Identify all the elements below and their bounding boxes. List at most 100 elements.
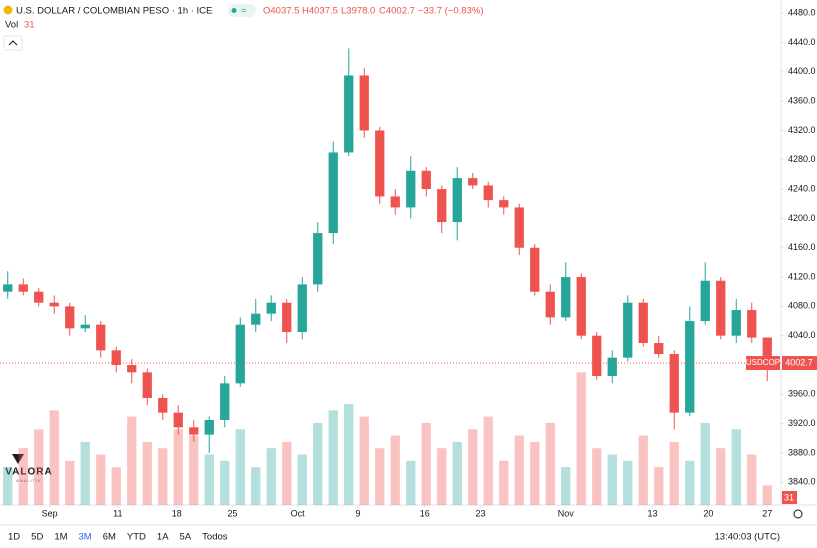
candle-body <box>514 207 524 248</box>
range-button[interactable]: 1A <box>157 532 169 543</box>
candle-body <box>65 306 75 329</box>
candle-body <box>204 419 214 435</box>
volume-bar <box>49 410 59 505</box>
range-button[interactable]: 3M <box>79 532 92 543</box>
status-dot <box>231 8 237 13</box>
candle-body <box>716 280 726 336</box>
ohlc-low: L3978.0 <box>341 6 375 17</box>
candle-body <box>390 196 400 208</box>
x-tick-label: 16 <box>420 508 430 518</box>
volume-bar <box>747 454 757 505</box>
volume-bar <box>127 416 137 505</box>
candle-body <box>607 357 617 377</box>
volume-label: Vol <box>5 20 18 31</box>
volume-bar <box>375 448 385 505</box>
candle-body <box>483 185 493 201</box>
symbol-tag-label: USDCOP <box>746 358 780 367</box>
logo-name: VALORA <box>5 467 52 478</box>
range-button[interactable]: 5D <box>31 532 43 543</box>
candle-body <box>576 277 586 336</box>
last-price-tag <box>782 356 817 371</box>
range-button[interactable]: 5A <box>180 532 192 543</box>
symbol-tag <box>746 356 780 371</box>
status-icon: ≈ <box>241 6 246 17</box>
y-tick-label: 3840.0 <box>788 477 816 487</box>
y-tick-label: 4200.0 <box>788 213 816 223</box>
volume-bar <box>576 372 586 505</box>
y-tick-label: 4480.0 <box>788 8 816 18</box>
candle-body <box>592 335 602 377</box>
candle-body <box>747 310 757 338</box>
range-button[interactable]: 6M <box>103 532 116 543</box>
candle-body <box>173 412 183 428</box>
x-tick-label: 27 <box>762 508 772 518</box>
clock: 13:40:03 (UTC) <box>715 532 780 543</box>
y-tick-label: 4040.0 <box>788 330 816 340</box>
candle-body <box>359 75 369 131</box>
candle-body <box>669 354 679 413</box>
candle-body <box>468 178 478 186</box>
volume-bar <box>111 467 121 505</box>
volume-bar <box>514 435 524 505</box>
y-tick-label: 4360.0 <box>788 96 816 106</box>
last-volume-label: 31 <box>784 492 794 502</box>
volume-bar <box>561 467 571 505</box>
x-tick-label: Nov <box>558 508 575 518</box>
volume-bar <box>530 441 540 505</box>
ohlc-open: O4037.5 <box>263 6 299 17</box>
volume-bar <box>592 448 602 505</box>
candle-body <box>189 427 199 435</box>
x-tick-label: Sep <box>42 508 58 518</box>
volume-bar <box>96 454 106 505</box>
candle-body <box>437 189 447 223</box>
candle-body <box>80 324 90 329</box>
volume-bar <box>623 460 633 505</box>
y-tick-label: 4120.0 <box>788 271 816 281</box>
y-tick-label: 3920.0 <box>788 418 816 428</box>
x-tick-label: 23 <box>475 508 485 518</box>
range-button[interactable]: 1M <box>54 532 67 543</box>
range-button[interactable]: YTD <box>127 532 146 543</box>
volume-bar <box>700 422 710 505</box>
volume-bar <box>359 416 369 505</box>
y-tick-label: 4160.0 <box>788 242 816 252</box>
settings-icon[interactable] <box>793 509 803 519</box>
volume-bar <box>18 448 28 505</box>
candle-body <box>344 75 354 153</box>
volume-bar <box>390 435 400 505</box>
volume-bar <box>158 448 168 505</box>
x-tick-label: 11 <box>113 508 122 518</box>
volume-bar <box>266 448 276 505</box>
volume-bar <box>731 429 741 505</box>
status-pill <box>228 4 256 17</box>
range-button[interactable]: 1D <box>8 532 20 543</box>
logo: VALORA ANALITIK <box>5 454 52 483</box>
volume-bar <box>235 429 245 505</box>
volume-bar <box>344 404 354 505</box>
range-button[interactable]: Todos <box>202 532 228 543</box>
candle-body <box>731 310 741 336</box>
candle-body <box>406 170 416 208</box>
candle-body <box>158 397 168 413</box>
x-tick-label: Oct <box>291 508 306 518</box>
candle-body <box>3 284 13 292</box>
candle-body <box>328 152 338 234</box>
x-tick-label: 13 <box>648 508 658 518</box>
collapse-button[interactable] <box>3 35 23 51</box>
symbol-title: U.S. DOLLAR / COLOMBIAN PESO · 1h · ICE <box>16 6 212 17</box>
candle-body <box>530 247 540 292</box>
collapse-icon <box>8 40 18 46</box>
candle-body <box>452 178 462 223</box>
y-tick-label: 4080.0 <box>788 301 816 311</box>
candle-body <box>654 343 664 355</box>
candle-body <box>375 130 385 197</box>
y-tick-label: 3960.0 <box>788 389 816 399</box>
y-tick-label: 4280.0 <box>788 154 816 164</box>
volume-bar <box>762 485 772 505</box>
candle-body <box>235 324 245 384</box>
volume-bar <box>220 460 230 505</box>
x-tick-label: 9 <box>356 508 361 518</box>
volume-bar <box>437 448 447 505</box>
